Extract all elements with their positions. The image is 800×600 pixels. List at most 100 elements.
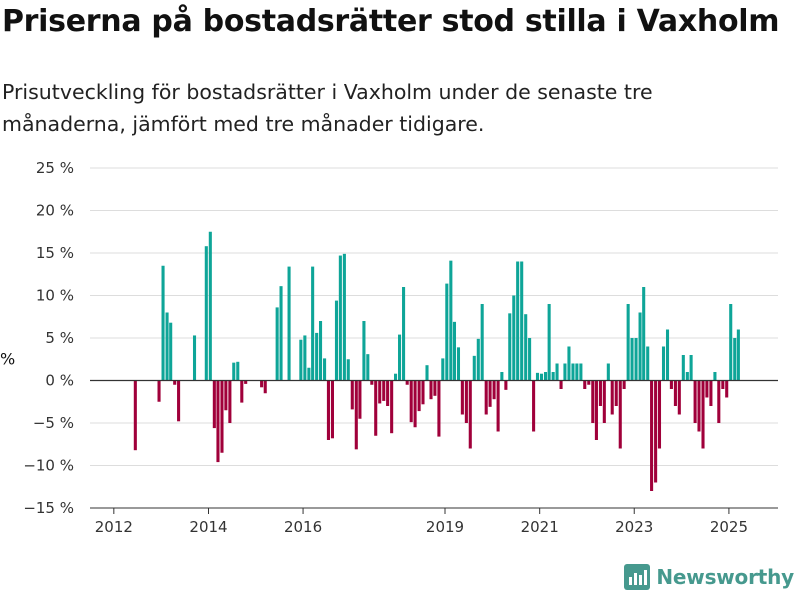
bar [468,380,472,449]
bar [520,261,524,381]
bar [287,266,291,381]
bar [417,380,421,412]
bar [512,295,516,381]
bar [528,338,532,381]
bar [547,304,551,381]
bar [669,380,673,389]
bar [709,380,713,406]
grid-lines [90,167,778,509]
bar [551,372,555,381]
bar [622,380,626,389]
bar [657,380,662,449]
bar [220,380,224,453]
bar [378,380,382,404]
bar [677,380,681,415]
bar [319,321,323,381]
bar [445,283,449,381]
bar [429,380,433,400]
bar [370,380,374,385]
y-tick-label: 5 % [45,329,74,347]
bar [492,380,496,400]
bar [208,231,212,381]
bar [390,380,394,434]
bar [260,380,264,388]
bar [330,380,334,439]
bar [224,380,228,411]
bar [169,322,173,381]
bar [354,380,358,450]
newsworthy-logo-text: Newsworthy [656,565,794,589]
bar [456,347,461,381]
y-tick-label: 15 % [36,244,74,262]
bar [413,380,417,428]
bar [425,365,429,381]
x-tick-label: 2014 [189,518,227,536]
bar [263,380,267,394]
bar [539,373,544,381]
bar [579,363,583,381]
chart-title: Priserna på bostadsrätter stod stilla i … [2,4,780,39]
bar [307,367,311,381]
x-tick-label: 2023 [615,518,653,536]
bar [543,372,548,381]
bar [358,380,362,419]
y-tick-label: −10 % [23,457,74,475]
bar [583,380,587,389]
bar [173,380,177,385]
bar [311,266,315,381]
bar [386,380,390,406]
bar [535,372,540,381]
bar [626,304,630,381]
bar [157,380,161,402]
bar [480,304,484,381]
bar [394,373,398,381]
bar [721,380,725,389]
bar [460,380,464,415]
bar [713,372,717,381]
bar-series [133,231,740,491]
bar [472,355,476,381]
bar [591,380,595,423]
bar [275,307,279,381]
bar [484,380,488,415]
bar [299,339,303,381]
bar [279,286,283,381]
x-tick-label: 2021 [521,518,559,536]
x-tick-label: 2019 [426,518,464,536]
bar [216,380,220,463]
bar [642,287,646,381]
bar [303,335,307,381]
x-tick-label: 2012 [95,518,133,536]
newsworthy-logo: Newsworthy [624,562,794,592]
bar [165,312,169,381]
bar [366,354,370,381]
bar [236,361,240,381]
bar [192,335,197,381]
bar [602,380,606,423]
y-tick-label: −5 % [33,414,74,432]
bar [326,380,330,440]
bar [665,329,670,381]
bar [736,329,740,381]
y-tick-label: 25 % [36,159,74,177]
bar [240,380,244,403]
y-axis-tick-labels: −15 % −10 % −5 % 0 % 5 % 10 % 15 % 20 % 25 % [23,159,74,517]
y-tick-label: 0 % [45,372,74,390]
bar [476,338,480,381]
bar [405,380,409,385]
x-axis-ticks: 2012 2014 2016 2019 2021 2023 2025 [95,508,748,536]
y-tick-label: 20 % [36,202,74,220]
bar [661,346,666,381]
bar [452,321,457,381]
bar [654,380,658,483]
bar [228,380,232,423]
bar [161,265,165,381]
bar [441,358,445,381]
bar [697,380,701,432]
bar [532,380,536,432]
bar [323,358,327,381]
bar [630,338,634,381]
bar [598,380,602,406]
bar [705,380,709,398]
bar [433,380,437,396]
